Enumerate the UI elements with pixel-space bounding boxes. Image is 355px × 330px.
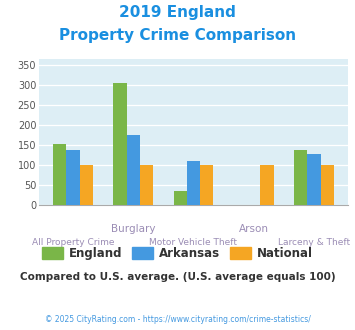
Bar: [127, 135, 140, 205]
Bar: [174, 191, 187, 205]
Bar: [80, 165, 93, 205]
Text: Burglary: Burglary: [111, 224, 155, 234]
Text: Arson: Arson: [239, 224, 269, 234]
Bar: [140, 165, 153, 205]
Text: Property Crime Comparison: Property Crime Comparison: [59, 28, 296, 43]
Bar: [321, 165, 334, 205]
Bar: [66, 150, 80, 205]
Legend: England, Arkansas, National: England, Arkansas, National: [37, 242, 318, 264]
Bar: [187, 161, 200, 205]
Bar: [307, 154, 321, 205]
Bar: [113, 83, 127, 205]
Bar: [294, 150, 307, 205]
Text: Larceny & Theft: Larceny & Theft: [278, 238, 350, 247]
Text: All Property Crime: All Property Crime: [32, 238, 114, 247]
Text: Compared to U.S. average. (U.S. average equals 100): Compared to U.S. average. (U.S. average …: [20, 272, 335, 282]
Bar: [260, 165, 274, 205]
Bar: [53, 144, 66, 205]
Bar: [200, 165, 213, 205]
Text: Motor Vehicle Theft: Motor Vehicle Theft: [149, 238, 237, 247]
Text: 2019 England: 2019 England: [119, 5, 236, 20]
Text: © 2025 CityRating.com - https://www.cityrating.com/crime-statistics/: © 2025 CityRating.com - https://www.city…: [45, 315, 310, 324]
